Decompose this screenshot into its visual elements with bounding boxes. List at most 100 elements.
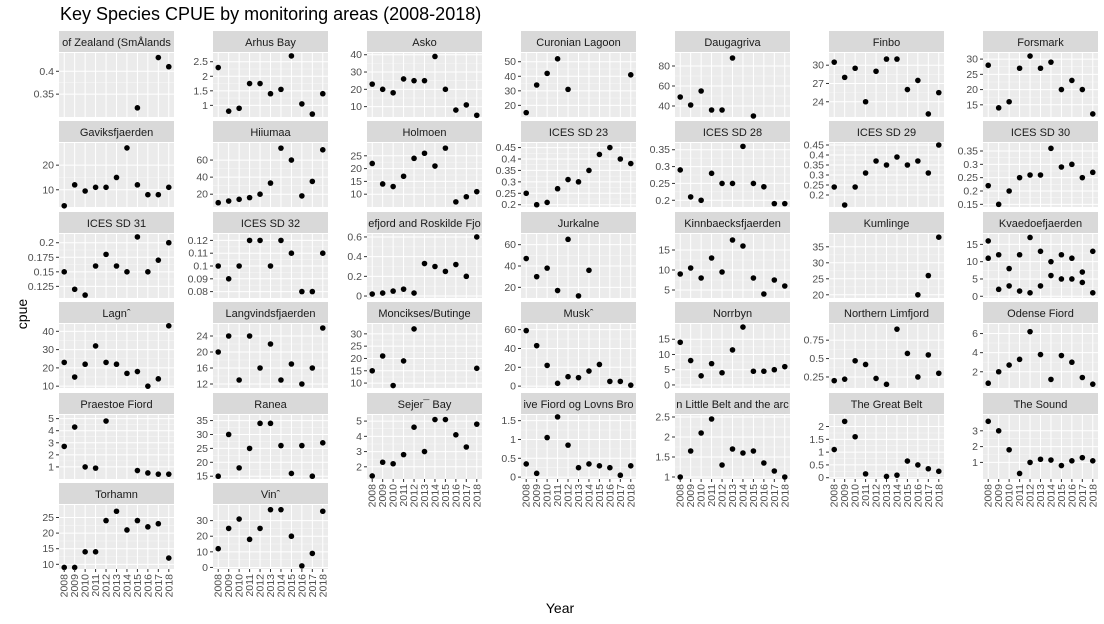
y-tick-label: 0 xyxy=(510,472,516,484)
y-tick-label: 0.25 xyxy=(804,371,825,383)
y-tick-label: 0.45 xyxy=(804,140,825,152)
y-tick-label: 25 xyxy=(196,443,208,455)
y-tick-label: 60 xyxy=(658,81,670,93)
data-point xyxy=(904,350,911,357)
y-tick-label: 0.2 xyxy=(655,195,670,207)
data-point xyxy=(687,265,694,271)
y-tick-label: 40 xyxy=(504,71,516,83)
data-point xyxy=(995,286,1002,293)
data-point xyxy=(1079,86,1086,93)
data-point xyxy=(215,64,222,71)
facet-strip-label: Arhus Bay xyxy=(245,37,296,49)
data-point xyxy=(1037,283,1044,289)
data-point xyxy=(719,180,725,187)
data-point xyxy=(862,361,869,368)
data-point xyxy=(390,89,396,96)
y-tick-label: 35 xyxy=(196,415,208,427)
x-tick-label: 2010 xyxy=(850,484,862,508)
data-point xyxy=(411,155,417,162)
data-point xyxy=(740,143,746,150)
x-tick-label: 2018 xyxy=(163,574,175,598)
y-tick-label: 10 xyxy=(350,189,362,201)
data-point xyxy=(729,446,736,452)
y-tick-label: 0.25 xyxy=(804,180,825,192)
x-tick-label: 2012 xyxy=(717,484,729,508)
data-point xyxy=(1016,174,1023,181)
data-point xyxy=(278,86,284,93)
data-point xyxy=(165,184,172,191)
data-point xyxy=(309,111,316,117)
data-point xyxy=(257,80,263,87)
data-point xyxy=(319,147,326,153)
x-tick-label: 2014 xyxy=(121,574,133,598)
data-point xyxy=(246,536,253,543)
facet-strip-label: Finbo xyxy=(873,37,901,49)
y-tick-label: 24 xyxy=(812,96,824,108)
y-tick-label: 0.35 xyxy=(496,165,517,177)
data-point xyxy=(1027,459,1033,466)
data-point xyxy=(894,472,900,478)
data-point xyxy=(586,368,592,374)
y-tick-label: 60 xyxy=(504,239,516,251)
data-point xyxy=(533,82,540,88)
y-tick-label: 1.5 xyxy=(193,85,208,97)
y-tick-label: 0.08 xyxy=(188,286,209,298)
y-tick-label: 0.5 xyxy=(501,453,516,465)
data-point xyxy=(925,272,932,279)
y-tick-label: 3 xyxy=(356,446,362,458)
data-point xyxy=(617,378,624,385)
facet-strip-label: Sejer¯ Bay xyxy=(398,399,452,411)
y-tick-label: 0.4 xyxy=(501,154,516,166)
data-point xyxy=(565,442,571,448)
data-point xyxy=(453,107,459,113)
data-point xyxy=(677,339,684,346)
data-point xyxy=(729,347,736,353)
x-tick-label: 2008 xyxy=(367,484,379,508)
y-tick-label: 15 xyxy=(350,176,362,188)
data-point xyxy=(309,178,316,185)
data-point xyxy=(134,234,141,240)
x-tick-label: 2011 xyxy=(398,484,410,507)
facet-strip-label: Hiiumaa xyxy=(250,127,291,139)
data-point xyxy=(473,234,480,240)
y-tick-label: 10 xyxy=(196,546,208,558)
data-point xyxy=(369,473,376,479)
data-point xyxy=(165,471,172,477)
x-tick-label: 2018 xyxy=(625,484,637,508)
data-point xyxy=(586,461,592,467)
data-point xyxy=(103,251,109,258)
data-point xyxy=(985,380,992,387)
x-tick-label: 2014 xyxy=(891,484,903,508)
data-point xyxy=(831,59,838,65)
data-point xyxy=(554,185,561,192)
x-tick-label: 2014 xyxy=(737,484,749,508)
data-point xyxy=(319,90,326,97)
facet-strip-label: Jurkalne xyxy=(558,218,600,230)
facet-strip xyxy=(59,393,174,414)
data-point xyxy=(995,368,1002,375)
data-point xyxy=(831,446,838,453)
y-tick-label: 0.11 xyxy=(188,248,208,260)
x-tick-label: 2013 xyxy=(1035,484,1047,508)
y-tick-label: 10 xyxy=(658,349,670,361)
x-tick-label: 2017 xyxy=(461,484,473,508)
data-point xyxy=(134,467,141,474)
data-point xyxy=(544,362,550,369)
facet-strip xyxy=(367,121,482,142)
facet-strip xyxy=(675,212,790,233)
facet-panel: ICES SD 30 0.150.2 0.250.30.35 xyxy=(958,121,1098,211)
facet-strip xyxy=(829,212,944,233)
y-tick-label: 3 xyxy=(972,425,978,437)
data-point xyxy=(995,201,1002,208)
data-point xyxy=(379,86,386,93)
data-point xyxy=(708,255,715,261)
data-point xyxy=(894,154,900,160)
facet-strip xyxy=(213,483,328,504)
y-tick-label: 1 xyxy=(818,447,824,459)
facet-strip xyxy=(521,212,636,233)
data-point xyxy=(750,275,757,281)
y-tick-label: 4 xyxy=(356,431,362,443)
data-point xyxy=(1089,290,1096,296)
y-tick-label: 10 xyxy=(42,559,54,571)
x-tick-label: 2018 xyxy=(471,484,483,508)
